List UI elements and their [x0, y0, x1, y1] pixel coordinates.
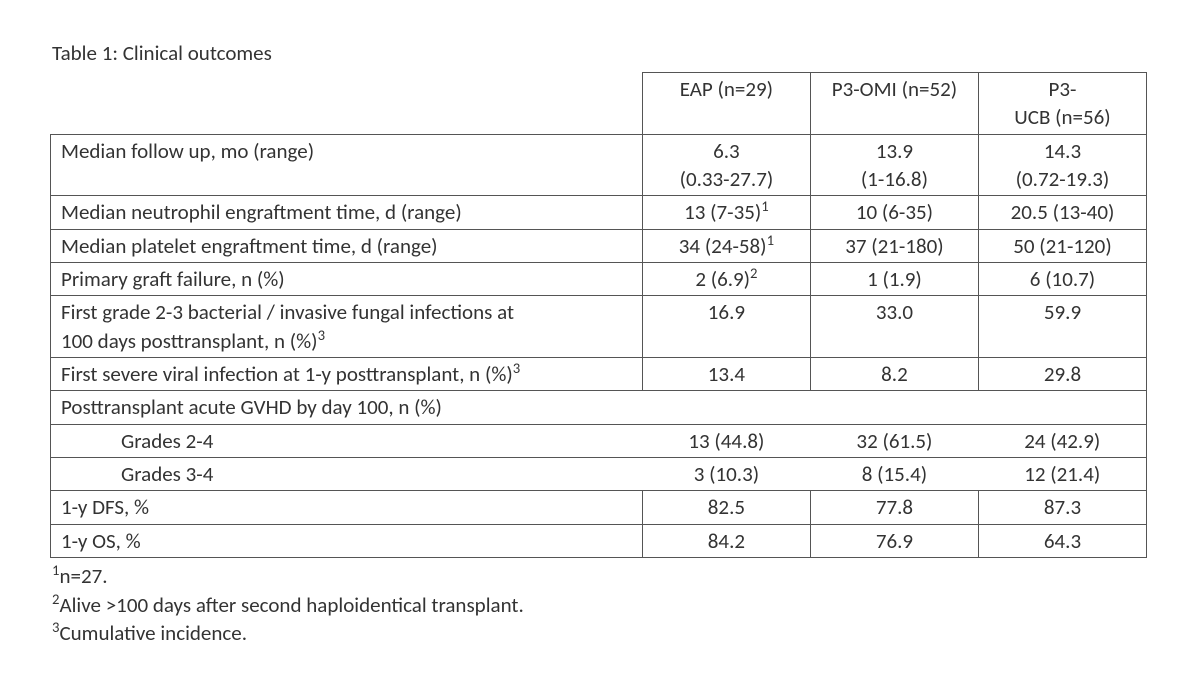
cell-data: 16.9: [642, 296, 810, 358]
cell-data: 84.2: [642, 524, 810, 557]
cell-label: Primary graft failure, n (%): [51, 263, 643, 296]
col-header-p3ucb: P3- UCB (n=56): [978, 73, 1146, 135]
cell-data: 34 (24-58)1: [642, 229, 810, 262]
cell-data: 12 (21.4): [978, 458, 1146, 491]
cell-label: First grade 2-3 bacterial / invasive fun…: [51, 296, 643, 358]
cell-data: 2 (6.9)2: [642, 263, 810, 296]
row-gvhd-24: Grades 2-4 13 (44.8) 32 (61.5) 24 (42.9): [51, 424, 1147, 457]
cell-data: 32 (61.5): [810, 424, 978, 457]
cell-label: 1-y OS, %: [51, 524, 643, 557]
row-gvhd-header: Posttransplant acute GVHD by day 100, n …: [51, 391, 1147, 424]
cell-data: 64.3: [978, 524, 1146, 557]
row-platelet: Median platelet engraftment time, d (ran…: [51, 229, 1147, 262]
cell-data: 8 (15.4): [810, 458, 978, 491]
footnote-1: 1n=27.: [52, 562, 1147, 590]
cell-label: Median platelet engraftment time, d (ran…: [51, 229, 643, 262]
cell-label: First severe viral infection at 1-y post…: [51, 358, 643, 391]
cell-data: 8.2: [810, 358, 978, 391]
cell-data: 33.0: [810, 296, 978, 358]
cell-data: 13.9(1-16.8): [810, 134, 978, 196]
col-header-eap: EAP (n=29): [642, 73, 810, 135]
header-blank: [51, 73, 643, 135]
col-header-p3omi: P3-OMI (n=52): [810, 73, 978, 135]
table-caption: Table 1: Clinical outcomes: [52, 40, 1147, 66]
cell-data: 29.8: [978, 358, 1146, 391]
cell-data: 77.8: [810, 491, 978, 524]
footnotes: 1n=27. 2Alive >100 days after second hap…: [52, 562, 1147, 647]
footnote-3: 3Cumulative incidence.: [52, 619, 1147, 647]
row-graft-failure: Primary graft failure, n (%) 2 (6.9)2 1 …: [51, 263, 1147, 296]
cell-label: Grades 3-4: [51, 458, 643, 491]
row-os: 1-y OS, % 84.2 76.9 64.3: [51, 524, 1147, 557]
clinical-outcomes-table: EAP (n=29) P3-OMI (n=52) P3- UCB (n=56) …: [50, 72, 1147, 558]
row-followup: Median follow up, mo (range) 6.3(0.33-27…: [51, 134, 1147, 196]
cell-data: 13.4: [642, 358, 810, 391]
cell-data: 3 (10.3): [642, 458, 810, 491]
row-dfs: 1-y DFS, % 82.5 77.8 87.3: [51, 491, 1147, 524]
row-infections: First grade 2-3 bacterial / invasive fun…: [51, 296, 1147, 358]
cell-data: [978, 391, 1146, 424]
cell-data: [810, 391, 978, 424]
cell-label: Grades 2-4: [51, 424, 643, 457]
cell-data: 24 (42.9): [978, 424, 1146, 457]
cell-data: 20.5 (13-40): [978, 196, 1146, 229]
cell-data: 13 (44.8): [642, 424, 810, 457]
header-row: EAP (n=29) P3-OMI (n=52) P3- UCB (n=56): [51, 73, 1147, 135]
cell-data: 50 (21-120): [978, 229, 1146, 262]
cell-label: Median neutrophil engraftment time, d (r…: [51, 196, 643, 229]
row-gvhd-34: Grades 3-4 3 (10.3) 8 (15.4) 12 (21.4): [51, 458, 1147, 491]
cell-data: 1 (1.9): [810, 263, 978, 296]
cell-data: 10 (6-35): [810, 196, 978, 229]
cell-data: 6.3(0.33-27.7): [642, 134, 810, 196]
cell-data: 13 (7-35)1: [642, 196, 810, 229]
cell-data: 37 (21-180): [810, 229, 978, 262]
cell-data: [642, 391, 810, 424]
cell-label: Median follow up, mo (range): [51, 134, 643, 196]
cell-label: Posttransplant acute GVHD by day 100, n …: [51, 391, 643, 424]
row-viral: First severe viral infection at 1-y post…: [51, 358, 1147, 391]
cell-data: 59.9: [978, 296, 1146, 358]
row-neutrophil: Median neutrophil engraftment time, d (r…: [51, 196, 1147, 229]
cell-data: 14.3(0.72-19.3): [978, 134, 1146, 196]
cell-data: 76.9: [810, 524, 978, 557]
cell-data: 87.3: [978, 491, 1146, 524]
cell-data: 6 (10.7): [978, 263, 1146, 296]
cell-label: 1-y DFS, %: [51, 491, 643, 524]
cell-data: 82.5: [642, 491, 810, 524]
footnote-2: 2Alive >100 days after second haploident…: [52, 591, 1147, 619]
